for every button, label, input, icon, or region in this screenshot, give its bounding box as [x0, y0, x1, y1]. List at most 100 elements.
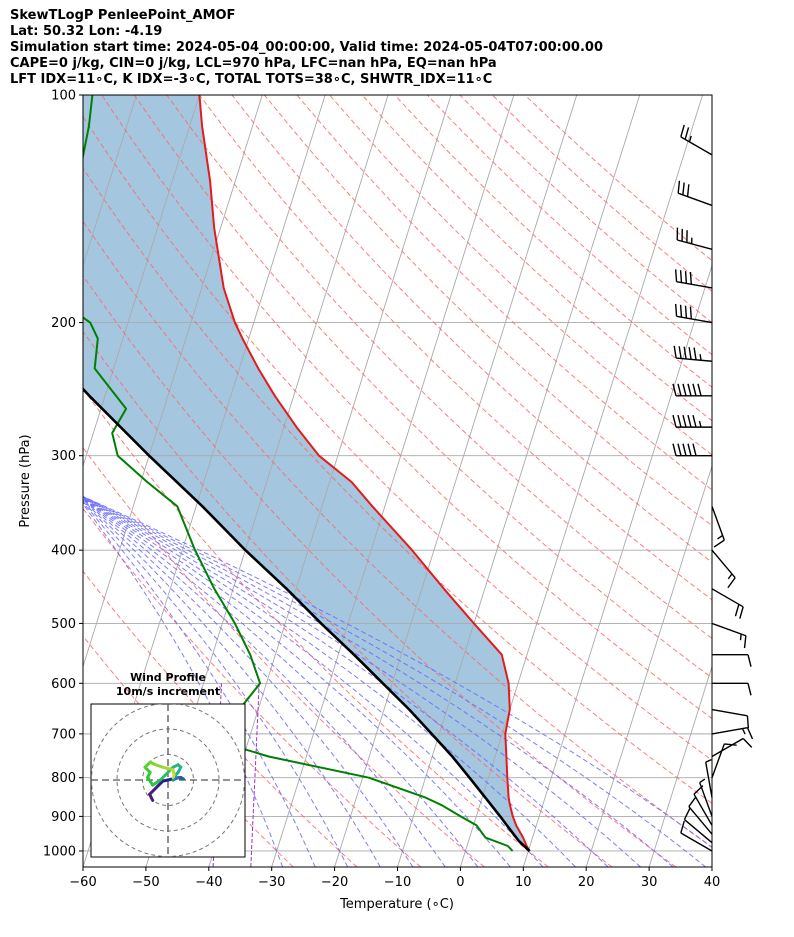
wind-barb-feather [687, 414, 692, 428]
isotherm [522, 263, 712, 867]
moist-adiabat [83, 495, 712, 848]
wind-barb-feather [682, 383, 687, 397]
y-tick-label: 300 [51, 449, 76, 464]
wind-barb [673, 345, 713, 362]
x-tick-label: −40 [195, 875, 222, 890]
isotherm [648, 664, 712, 867]
moist-adiabat [83, 503, 284, 867]
wind-barb [680, 820, 713, 852]
temperature-profile-line [198, 95, 531, 852]
wind-barb-feather [674, 269, 678, 282]
parcel-profile-line [83, 387, 531, 852]
isotherm [83, 95, 137, 267]
wind-barb-staff [677, 239, 713, 250]
wind-barb-feather [683, 346, 687, 360]
wind-barb-half-feather [727, 573, 733, 580]
location-line: Lat: 50.32 Lon: -4.19 [10, 24, 163, 39]
x-tick-label: 0 [456, 875, 464, 890]
wind-barb-staff [711, 622, 747, 637]
isotherm [83, 95, 200, 468]
cin-area-layer [83, 95, 530, 851]
wind-barb-staff [711, 737, 744, 758]
wind-barb-staff [677, 192, 713, 207]
wind-barb-staff [711, 708, 748, 717]
wind-barb [711, 737, 753, 758]
y-axis-label: Pressure (hPa) [18, 434, 33, 527]
dewpoint-profile-line [83, 95, 514, 852]
wind-barb-half-feather [699, 778, 706, 784]
wind-barb-staff [699, 782, 713, 817]
wind-barb-feather [682, 443, 687, 456]
isotherm [271, 95, 515, 867]
dry-adiabat [231, 95, 712, 563]
moist-adiabat [83, 499, 414, 867]
stability-indices-line: LFT IDX=11∘C, K IDX=-3∘C, TOTAL TOTS=38∘… [10, 72, 493, 87]
wind-barb-feather [746, 727, 754, 740]
wind-barb [680, 124, 713, 156]
wind-barb-feather [683, 808, 691, 820]
wind-barb-feather [742, 738, 753, 748]
x-tick-label: −60 [69, 875, 96, 890]
mixing-ratio-line [250, 683, 260, 867]
wind-barb-half-feather [739, 633, 742, 641]
x-tick-label: −50 [132, 875, 159, 890]
wind-barb-feather [677, 414, 682, 428]
wind-barb-feather [682, 414, 687, 428]
isotherm [0, 95, 74, 867]
chart-header: SkewTLogP PenleePoint_AMOF Lat: 50.32 Lo… [10, 8, 603, 88]
wind-barb-feather [677, 443, 682, 456]
wind-barb-feather [739, 606, 744, 619]
wind-barb-feather [688, 796, 697, 807]
wind-barb-staff [711, 588, 744, 608]
wind-barb-half-feather [717, 534, 723, 540]
moist-adiabat [83, 497, 511, 867]
wind-barb [711, 622, 747, 649]
time-line: Simulation start time: 2024-05-04_00:00:… [10, 40, 603, 55]
wind-barb [711, 506, 725, 548]
wind-barb [688, 796, 713, 835]
wind-barb-feather [687, 443, 692, 456]
chart-title: SkewTLogP PenleePoint_AMOF [10, 8, 236, 23]
wind-barb-staff [676, 315, 713, 324]
wind-barb-feather [674, 303, 678, 317]
dry-adiabat [329, 95, 712, 456]
y-tick-label: 200 [51, 316, 76, 331]
wind-barb [712, 654, 752, 667]
hodograph-trace-segment [148, 784, 160, 796]
x-tick-label: −30 [258, 875, 285, 890]
dry-adiabat [83, 167, 712, 804]
wind-barb-staff [680, 832, 713, 852]
wind-barb [711, 726, 754, 740]
wind-barb-half-feather [688, 135, 692, 143]
wind-barb-feather [672, 383, 677, 397]
moist-adiabat [83, 500, 349, 867]
wind-barb-feather [689, 306, 693, 319]
dry-adiabat [101, 95, 712, 720]
wind-barb-feather [747, 683, 752, 696]
wind-barb-staff [688, 806, 713, 835]
y-tick-label: 800 [51, 771, 76, 786]
wind-barb-feather [684, 271, 688, 284]
isotherm [459, 95, 703, 867]
wind-barb-feather [697, 383, 702, 397]
dry-adiabat [296, 95, 712, 491]
moist-adiabat [83, 497, 544, 867]
hodograph-trace-segment [171, 773, 176, 779]
wind-barb-feather [679, 270, 683, 283]
wind-barb-feather [724, 743, 737, 746]
x-tick-label: −10 [384, 875, 411, 890]
dry-adiabat [459, 95, 712, 324]
isotherm [334, 95, 578, 867]
wind-barb-feather [684, 127, 690, 140]
wind-barb [711, 708, 750, 729]
y-tick-label: 600 [51, 677, 76, 692]
wind-barb-feather [727, 577, 736, 589]
dry-adiabat [83, 115, 712, 761]
wind-barb-feather [680, 124, 685, 138]
isotherm [711, 865, 712, 867]
wind-barb-staff [711, 506, 725, 541]
moist-adiabat [83, 496, 641, 867]
wind-barb-staff [683, 818, 713, 844]
wind-barb [683, 808, 713, 844]
